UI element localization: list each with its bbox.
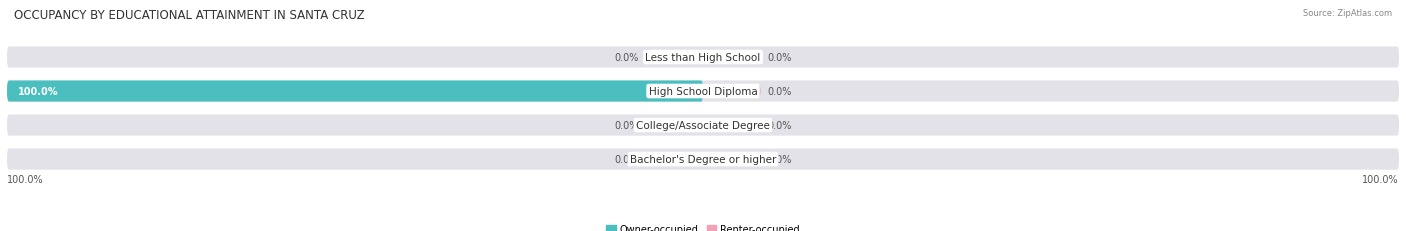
FancyBboxPatch shape — [645, 154, 702, 165]
Text: 100.0%: 100.0% — [7, 174, 44, 184]
Text: Less than High School: Less than High School — [645, 53, 761, 63]
Text: 0.0%: 0.0% — [768, 87, 792, 97]
FancyBboxPatch shape — [7, 115, 1399, 136]
Text: High School Diploma: High School Diploma — [648, 87, 758, 97]
Text: College/Associate Degree: College/Associate Degree — [636, 121, 770, 131]
Text: 0.0%: 0.0% — [768, 121, 792, 131]
Text: 0.0%: 0.0% — [614, 154, 638, 164]
Text: 0.0%: 0.0% — [614, 53, 638, 63]
Text: OCCUPANCY BY EDUCATIONAL ATTAINMENT IN SANTA CRUZ: OCCUPANCY BY EDUCATIONAL ATTAINMENT IN S… — [14, 9, 364, 22]
Text: 100.0%: 100.0% — [1362, 174, 1399, 184]
FancyBboxPatch shape — [645, 52, 702, 64]
FancyBboxPatch shape — [7, 47, 1399, 68]
FancyBboxPatch shape — [704, 52, 761, 64]
Text: 0.0%: 0.0% — [768, 154, 792, 164]
Text: Source: ZipAtlas.com: Source: ZipAtlas.com — [1303, 9, 1392, 18]
FancyBboxPatch shape — [7, 81, 1399, 102]
Text: 0.0%: 0.0% — [614, 121, 638, 131]
Text: 100.0%: 100.0% — [17, 87, 58, 97]
FancyBboxPatch shape — [645, 86, 702, 97]
FancyBboxPatch shape — [704, 154, 761, 165]
FancyBboxPatch shape — [704, 120, 761, 131]
Text: 0.0%: 0.0% — [768, 53, 792, 63]
FancyBboxPatch shape — [7, 81, 703, 102]
FancyBboxPatch shape — [645, 120, 702, 131]
FancyBboxPatch shape — [704, 86, 761, 97]
FancyBboxPatch shape — [7, 149, 1399, 170]
Text: Bachelor's Degree or higher: Bachelor's Degree or higher — [630, 154, 776, 164]
Legend: Owner-occupied, Renter-occupied: Owner-occupied, Renter-occupied — [602, 220, 804, 231]
